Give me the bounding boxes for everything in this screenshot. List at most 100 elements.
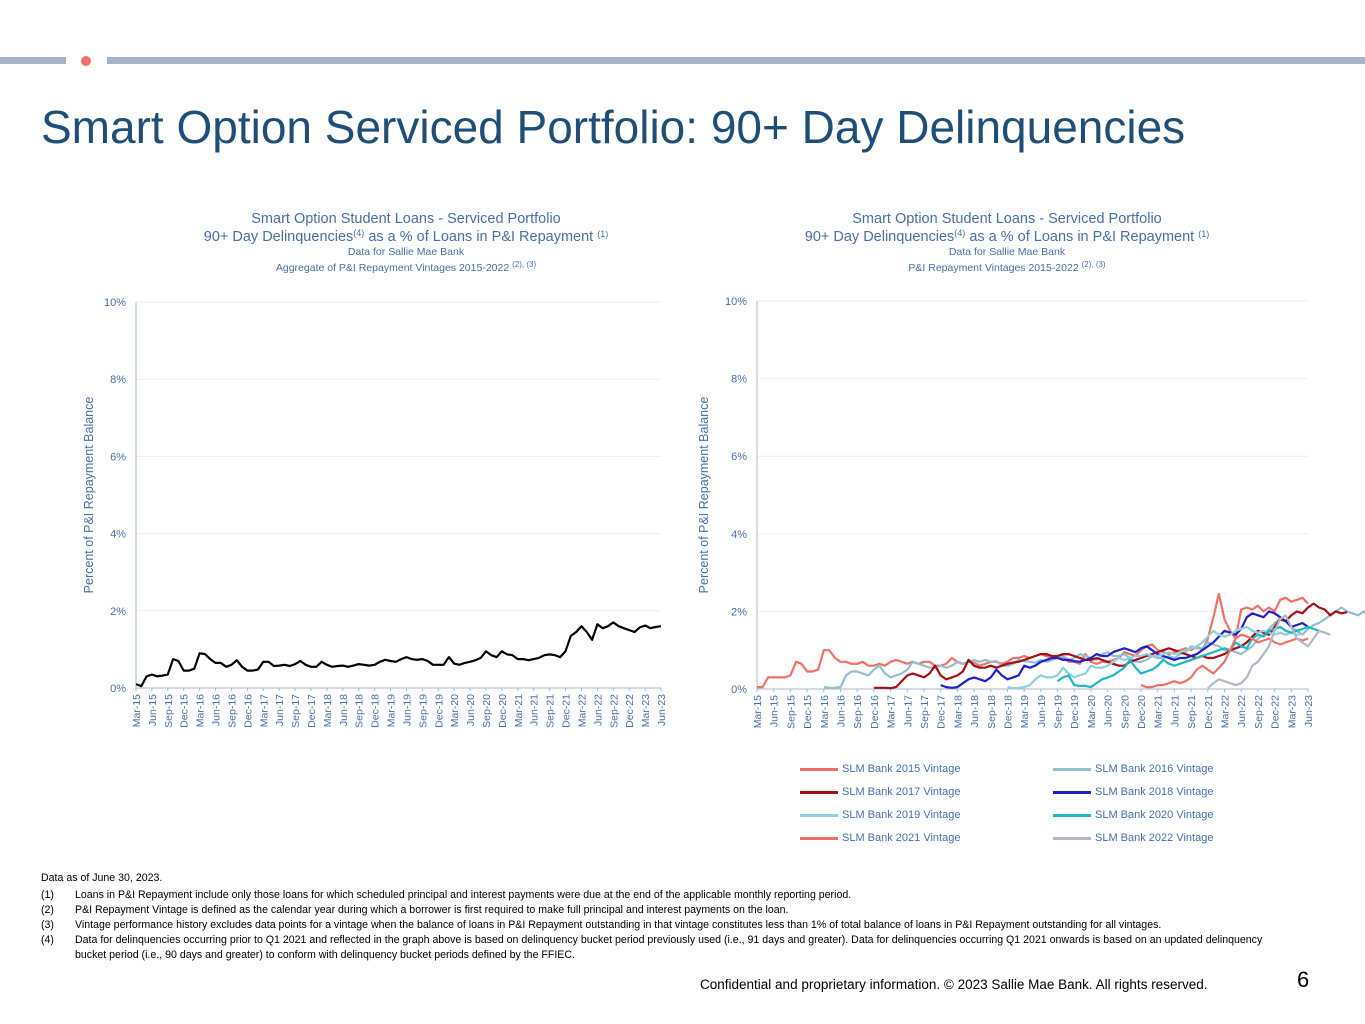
y-tick-label: 0% bbox=[110, 683, 126, 695]
legend-swatch bbox=[800, 836, 838, 840]
x-tick-label: Jun-18 bbox=[338, 694, 350, 726]
y-tick-label: 4% bbox=[731, 529, 747, 541]
footnote-text: P&I Repayment Vintage is defined as the … bbox=[75, 904, 789, 916]
legend-label: SLM Bank 2017 Vintage bbox=[842, 786, 961, 798]
x-tick-label: Dec-15 bbox=[179, 694, 191, 728]
x-tick-label: Mar-20 bbox=[449, 694, 461, 727]
chart-title-part: 90+ Day Delinquencies bbox=[204, 229, 354, 245]
x-tick-label: Sep-22 bbox=[608, 694, 620, 728]
x-tick-label: Dec-21 bbox=[1203, 695, 1215, 729]
legend-swatch bbox=[1053, 790, 1091, 794]
y-axis-label: Percent of P&I Repayment Balance bbox=[697, 397, 711, 594]
y-tick-label: 0% bbox=[731, 684, 747, 696]
page-title: Smart Option Serviced Portfolio: 90+ Day… bbox=[41, 101, 1186, 153]
x-tick-label: Sep-20 bbox=[1119, 695, 1131, 729]
x-tick-label: Jun-21 bbox=[529, 694, 541, 726]
x-tick-label: Sep-15 bbox=[785, 695, 797, 729]
x-tick-label: Mar-15 bbox=[752, 695, 764, 728]
x-tick-label: Mar-21 bbox=[513, 694, 525, 727]
y-tick-label: 8% bbox=[110, 374, 126, 386]
confidential-footer: Confidential and proprietary information… bbox=[700, 977, 1208, 992]
chart-title-sup: (4) bbox=[954, 228, 965, 238]
page-number: 6 bbox=[1297, 967, 1310, 992]
x-tick-label: Sep-17 bbox=[919, 695, 931, 729]
x-tick-label: Sep-16 bbox=[852, 695, 864, 729]
x-tick-label: Sep-15 bbox=[163, 694, 175, 728]
x-tick-label: Mar-19 bbox=[1019, 695, 1031, 728]
header-dot bbox=[81, 56, 91, 66]
chart-subtitle-part: Aggregate of P&I Repayment Vintages 2015… bbox=[276, 262, 512, 274]
chart-aggregate: Smart Option Student Loans - Serviced Po… bbox=[82, 211, 668, 728]
x-tick-label: Dec-18 bbox=[1002, 695, 1014, 729]
x-tick-label: Sep-18 bbox=[986, 695, 998, 729]
chart-title-line2: 90+ Day Delinquencies(4) as a % of Loans… bbox=[204, 228, 608, 245]
chart-subtitle-2: Aggregate of P&I Repayment Vintages 2015… bbox=[276, 260, 537, 274]
legend-swatch bbox=[1053, 813, 1091, 817]
x-tick-label: Jun-16 bbox=[211, 694, 223, 726]
x-tick-label: Dec-17 bbox=[936, 695, 948, 729]
x-tick-label: Jun-18 bbox=[969, 695, 981, 727]
x-tick-label: Jun-17 bbox=[902, 695, 914, 727]
chart-title-part: 90+ Day Delinquencies bbox=[805, 229, 955, 245]
y-tick-label: 6% bbox=[110, 451, 126, 463]
x-tick-label: Jun-16 bbox=[835, 695, 847, 727]
x-tick-label: Jun-19 bbox=[401, 694, 413, 726]
chart-title-sup: (1) bbox=[597, 229, 608, 239]
legend-item: SLM Bank 2022 Vintage bbox=[1053, 832, 1213, 844]
legend-label: SLM Bank 2015 Vintage bbox=[842, 763, 961, 775]
legend-label: SLM Bank 2016 Vintage bbox=[1095, 763, 1214, 775]
chart-subtitle-sup: (2), (3) bbox=[1082, 260, 1106, 269]
footnote-text: Loans in P&I Repayment include only thos… bbox=[75, 889, 852, 901]
x-tick-label: Mar-22 bbox=[576, 694, 588, 727]
legend-item: SLM Bank 2021 Vintage bbox=[800, 832, 960, 844]
x-tick-label: Jun-15 bbox=[147, 694, 159, 726]
series-line-8 bbox=[1207, 614, 1331, 690]
x-tick-label: Mar-23 bbox=[1286, 695, 1298, 728]
legend-swatch bbox=[800, 767, 838, 771]
x-tick-label: Dec-18 bbox=[370, 694, 382, 728]
chart-subtitle-sup: (2), (3) bbox=[512, 260, 536, 269]
series-line-5 bbox=[1007, 625, 1303, 690]
legend-item: SLM Bank 2016 Vintage bbox=[1053, 763, 1213, 775]
footnote-4: (4) Data for delinquencies occurring prio… bbox=[41, 933, 1271, 963]
footnote-number: (3) bbox=[41, 919, 54, 931]
x-tick-label: Jun-20 bbox=[1103, 695, 1115, 727]
chart-subtitle-part: P&I Repayment Vintages 2015-2022 bbox=[908, 262, 1081, 274]
x-tick-label: Jun-22 bbox=[592, 694, 604, 726]
footnote-number: (2) bbox=[41, 904, 54, 916]
x-tick-label: Mar-21 bbox=[1153, 695, 1165, 728]
x-tick-label: Mar-22 bbox=[1220, 695, 1232, 728]
chart-title-sup: (1) bbox=[1198, 229, 1209, 239]
chart-title: Smart Option Student Loans - Serviced Po… bbox=[251, 211, 561, 227]
header-bar-left bbox=[0, 57, 66, 64]
x-tick-label: Jun-20 bbox=[465, 694, 477, 726]
x-tick-label: Mar-18 bbox=[952, 695, 964, 728]
chart-title: Smart Option Student Loans - Serviced Po… bbox=[852, 211, 1162, 227]
x-tick-label: Sep-21 bbox=[1186, 695, 1198, 729]
x-tick-label: Sep-21 bbox=[545, 694, 557, 728]
x-tick-label: Mar-17 bbox=[886, 695, 898, 728]
footnote-number: (4) bbox=[41, 934, 54, 946]
legend-label: SLM Bank 2020 Vintage bbox=[1095, 809, 1214, 821]
chart-subtitle-2: P&I Repayment Vintages 2015-2022 (2), (3… bbox=[908, 260, 1106, 274]
legend-label: SLM Bank 2021 Vintage bbox=[842, 832, 961, 844]
chart-subtitle: Data for Sallie Mae Bank bbox=[949, 246, 1066, 258]
x-tick-label: Dec-22 bbox=[1270, 695, 1282, 729]
y-tick-label: 2% bbox=[731, 606, 747, 618]
x-tick-label: Sep-17 bbox=[290, 694, 302, 728]
x-tick-label: Dec-20 bbox=[497, 694, 509, 728]
y-axis-label: Percent of P&I Repayment Balance bbox=[82, 397, 96, 594]
x-tick-label: Sep-22 bbox=[1253, 695, 1265, 729]
legend-item: SLM Bank 2015 Vintage bbox=[800, 763, 960, 775]
x-tick-label: Mar-17 bbox=[258, 694, 270, 727]
footnote-number: (1) bbox=[41, 889, 54, 901]
legend-swatch bbox=[1053, 836, 1091, 840]
x-tick-label: Dec-16 bbox=[242, 694, 254, 728]
x-tick-label: Jun-23 bbox=[1303, 695, 1315, 727]
legend-item: SLM Bank 2020 Vintage bbox=[1053, 809, 1213, 821]
series-line-1 bbox=[135, 621, 662, 688]
legend-item: SLM Bank 2017 Vintage bbox=[800, 786, 960, 798]
x-tick-label: Jun-19 bbox=[1036, 695, 1048, 727]
chart-title-part: as a % of Loans in P&I Repayment bbox=[364, 229, 597, 245]
chart-title-sup: (4) bbox=[353, 228, 364, 238]
